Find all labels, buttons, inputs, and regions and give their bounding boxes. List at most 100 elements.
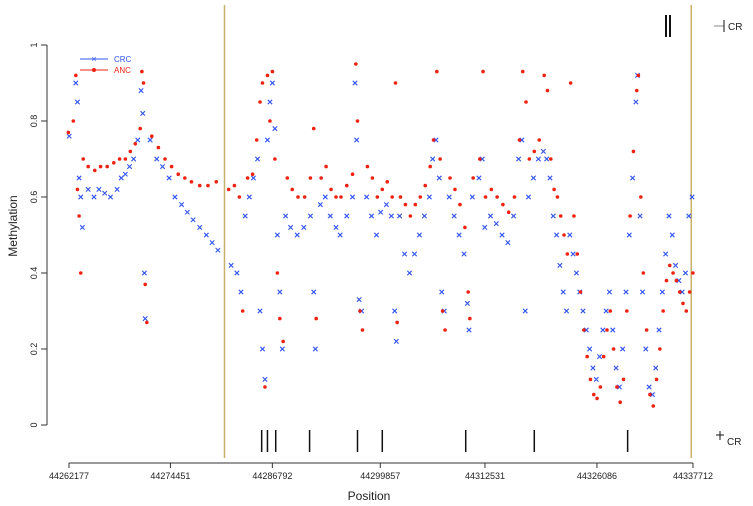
- data-point-anc: [681, 301, 685, 306]
- data-point-anc: [75, 187, 80, 192]
- data-point-anc: [477, 157, 482, 161]
- data-point-anc: [468, 316, 472, 321]
- data-point-anc: [176, 172, 181, 176]
- data-point-crc: [373, 232, 380, 238]
- data-point-anc: [658, 347, 662, 351]
- legend: × CRC ANC: [80, 54, 132, 75]
- data-point-anc: [150, 134, 154, 138]
- data-point-crc: [267, 99, 273, 105]
- data-point-anc: [440, 309, 445, 313]
- data-point-anc: [527, 157, 532, 161]
- cr-bottom-label: CR: [727, 437, 741, 448]
- data-point-anc: [495, 195, 499, 199]
- data-point-crc: [118, 175, 124, 181]
- data-point-crc: [383, 202, 390, 208]
- data-point-crc: [287, 224, 294, 230]
- data-point-crc: [656, 327, 662, 333]
- data-point-anc: [471, 176, 475, 180]
- data-point-crc: [85, 186, 91, 192]
- data-point-crc: [262, 376, 268, 382]
- data-point-crc: [154, 156, 160, 162]
- data-point-crc: [570, 251, 576, 257]
- data-point-crc: [686, 213, 692, 219]
- data-point-crc: [228, 262, 234, 268]
- data-point-anc: [483, 195, 488, 199]
- data-point-crc: [499, 232, 505, 238]
- data-point-anc: [358, 309, 362, 313]
- data-point-anc: [532, 149, 537, 154]
- legend-anc-label: ANC: [114, 66, 131, 75]
- data-point-anc: [128, 149, 133, 154]
- data-point-anc: [71, 119, 76, 123]
- data-point-anc: [123, 157, 128, 161]
- data-point-anc: [254, 138, 259, 142]
- data-point-crc: [487, 213, 494, 219]
- data-point-crc: [234, 270, 240, 276]
- data-point-crc: [439, 289, 445, 295]
- data-point-crc: [172, 194, 178, 200]
- data-point-crc: [178, 202, 185, 208]
- data-point-anc: [428, 164, 432, 169]
- data-point-anc: [344, 183, 349, 188]
- y-tick-label: 1: [29, 42, 39, 47]
- data-point-crc: [613, 365, 619, 371]
- data-point-crc: [209, 240, 215, 246]
- cr-markers: [260, 15, 725, 452]
- data-point-anc: [517, 138, 522, 142]
- data-point-anc: [644, 328, 649, 332]
- data-point-anc: [618, 400, 623, 405]
- data-point-crc: [646, 384, 652, 390]
- data-point-crc: [669, 232, 675, 238]
- data-point-anc: [664, 278, 669, 283]
- data-point-anc: [568, 81, 573, 85]
- data-point-anc: [302, 195, 307, 199]
- data-point-anc: [489, 187, 494, 192]
- data-point-anc: [595, 396, 599, 401]
- data-point-anc: [582, 328, 586, 332]
- data-point-crc: [630, 175, 636, 181]
- data-point-anc: [354, 62, 358, 66]
- data-point-anc: [458, 202, 462, 207]
- data-point-anc: [588, 377, 593, 382]
- data-point-anc: [281, 339, 285, 344]
- data-point-crc: [378, 209, 384, 215]
- data-point-crc: [461, 251, 467, 257]
- data-point-anc: [329, 187, 333, 192]
- data-point-anc: [549, 157, 553, 161]
- data-point-anc: [631, 149, 636, 154]
- data-point-anc: [141, 81, 146, 85]
- data-point-crc: [633, 99, 639, 105]
- data-point-crc: [250, 175, 257, 181]
- data-point-crc: [550, 213, 556, 219]
- data-point-anc: [431, 138, 436, 142]
- data-point-crc: [294, 232, 300, 238]
- data-point-anc: [585, 354, 589, 359]
- data-point-anc: [408, 214, 413, 218]
- data-point-crc: [78, 194, 84, 200]
- data-point-anc: [438, 157, 442, 161]
- data-point-anc: [552, 187, 556, 192]
- data-point-crc: [140, 110, 146, 116]
- data-point-anc: [275, 271, 280, 275]
- data-point-anc: [661, 309, 665, 313]
- data-point-anc: [636, 73, 641, 78]
- data-point-anc: [605, 328, 609, 332]
- data-point-crc: [540, 148, 546, 154]
- data-point-anc: [260, 81, 265, 85]
- data-point-crc: [259, 346, 266, 352]
- data-point-anc: [542, 73, 547, 78]
- data-point-anc: [273, 157, 277, 161]
- data-point-anc: [413, 202, 418, 207]
- data-point-anc: [481, 69, 485, 74]
- data-point-anc: [443, 328, 447, 332]
- y-tick-label: 0.2: [29, 343, 39, 356]
- data-point-anc: [308, 176, 313, 180]
- axes: 0 0.2 0.4 0.6 0.8 1 44262177 44274451 44286792 44…: [29, 42, 713, 481]
- data-point-crc: [639, 289, 646, 295]
- data-point-crc: [606, 289, 613, 295]
- data-point-anc: [591, 392, 596, 397]
- data-point-anc: [520, 69, 525, 74]
- data-point-anc: [524, 100, 528, 104]
- data-point-crc: [337, 232, 343, 238]
- data-point-anc: [278, 316, 282, 321]
